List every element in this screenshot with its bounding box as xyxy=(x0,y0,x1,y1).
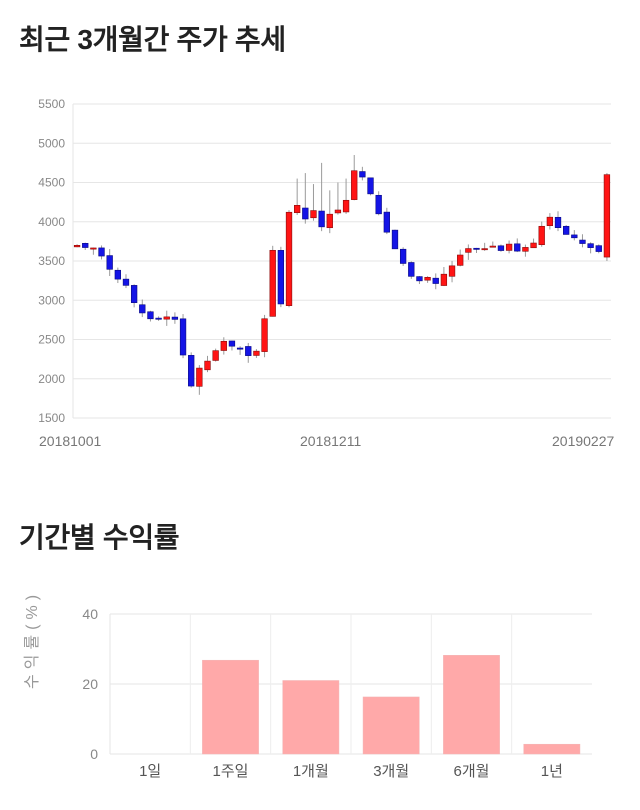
svg-text:5000: 5000 xyxy=(38,136,65,150)
svg-text:3개월: 3개월 xyxy=(373,763,409,780)
svg-text:4000: 4000 xyxy=(38,215,65,229)
svg-text:20190227: 20190227 xyxy=(552,433,615,449)
svg-text:20181001: 20181001 xyxy=(39,433,102,449)
svg-text:1주일: 1주일 xyxy=(213,763,249,780)
svg-text:4500: 4500 xyxy=(38,176,65,190)
svg-text:1개월: 1개월 xyxy=(293,763,329,780)
svg-text:3000: 3000 xyxy=(38,293,65,307)
svg-text:20181211: 20181211 xyxy=(300,433,361,449)
svg-text:1일: 1일 xyxy=(139,763,161,780)
svg-text:1500: 1500 xyxy=(38,411,65,425)
svg-text:2000: 2000 xyxy=(38,372,65,386)
svg-text:2500: 2500 xyxy=(38,333,65,347)
svg-text:0: 0 xyxy=(90,746,98,762)
svg-text:6개월: 6개월 xyxy=(454,763,490,780)
svg-text:3500: 3500 xyxy=(38,254,65,268)
svg-text:40: 40 xyxy=(82,606,98,622)
svg-text:1년: 1년 xyxy=(541,763,563,780)
svg-text:5500: 5500 xyxy=(38,97,65,111)
svg-text:20: 20 xyxy=(82,676,98,692)
